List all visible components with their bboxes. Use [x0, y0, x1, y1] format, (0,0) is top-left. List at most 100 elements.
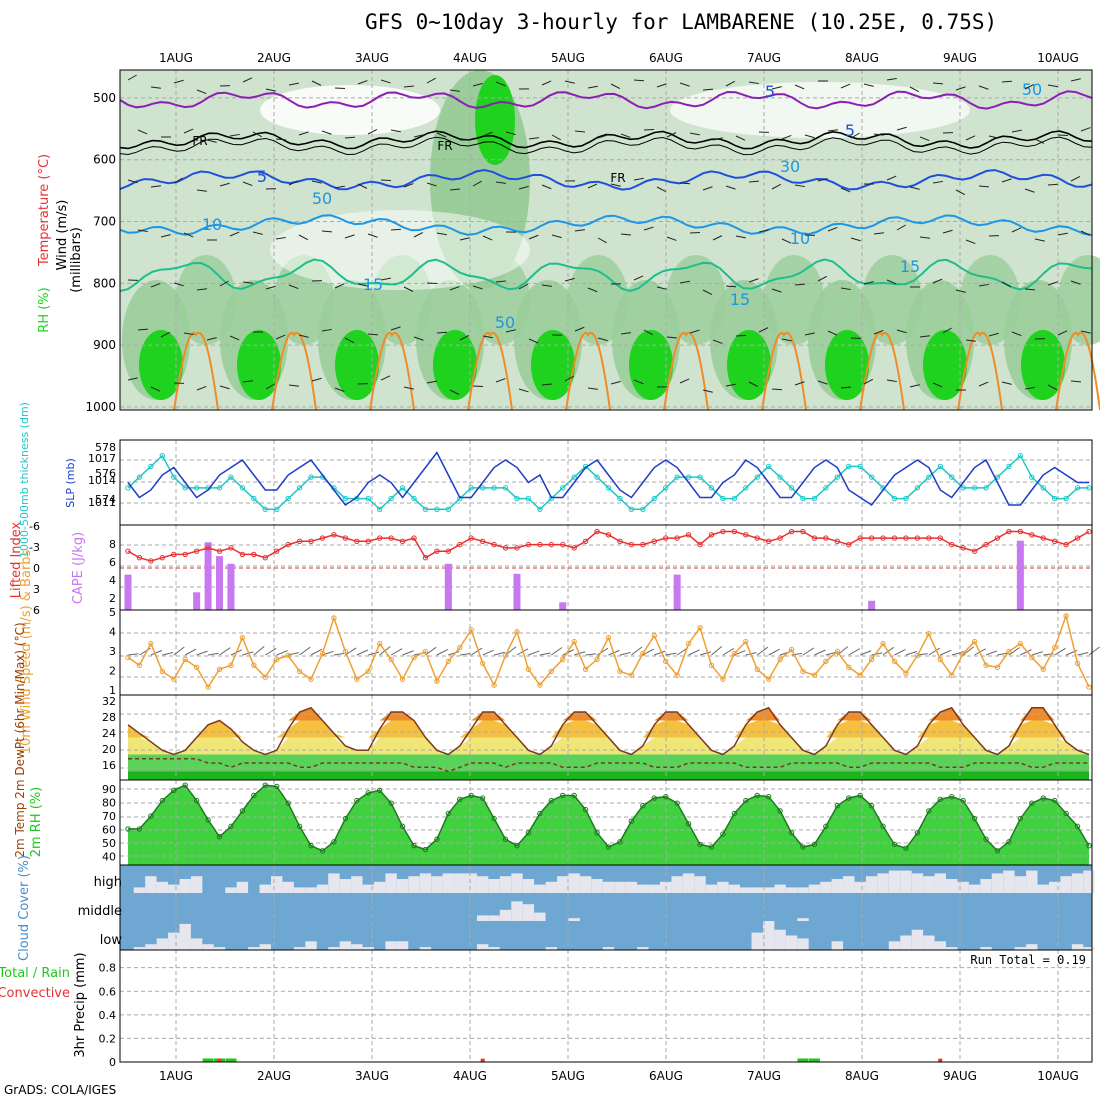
cape-bar	[444, 563, 452, 610]
cloud-bar-low	[339, 941, 352, 950]
contour-label: 15	[363, 275, 383, 294]
thickness-line-point	[399, 485, 406, 491]
thickness-line-point	[743, 485, 749, 491]
lifted-index-line-point	[411, 535, 417, 541]
wind-barb	[978, 283, 989, 287]
surface-wind-barb	[196, 650, 208, 656]
cloud-bar-middle	[488, 915, 500, 921]
cloud-bar-low	[190, 938, 203, 950]
wind-speed-line-point	[1040, 666, 1046, 673]
lifted-index-line-point	[193, 548, 200, 554]
lifted-index-line-point	[697, 541, 703, 548]
thickness-line-point	[148, 463, 154, 470]
cloud-bar-high	[179, 879, 191, 893]
thickness-line-point	[891, 495, 898, 502]
rh2m-line-point	[1017, 815, 1024, 822]
footer-credit: GrADS: COLA/IGES	[4, 1083, 117, 1097]
temperature-line	[127, 706, 1090, 756]
rh2m-line-point	[296, 823, 303, 830]
cloud-background	[120, 865, 1092, 950]
lifted-index-line-point	[617, 538, 623, 545]
wind-speed-line-point	[708, 662, 715, 669]
wind-barb	[459, 237, 470, 241]
lifted-index-line-point	[903, 535, 909, 541]
wind-speed-line-point	[525, 666, 532, 673]
slp-tick: 1014	[88, 474, 116, 487]
rh-tick: 40	[102, 851, 116, 864]
wind-barb	[725, 185, 736, 190]
wind-barb	[620, 233, 631, 236]
thickness-line-point	[171, 474, 177, 480]
cloud-bar-high	[465, 873, 477, 893]
rh2m-line-point	[388, 800, 394, 806]
wind-barb	[449, 389, 460, 395]
wind-speed-line-point	[594, 656, 600, 663]
surface-wind-barb	[665, 652, 677, 656]
cloud-bar-low	[1014, 947, 1027, 950]
cloud-bar-high	[442, 873, 455, 893]
thickness-line-point	[765, 463, 772, 470]
wind-barb	[955, 289, 966, 293]
wind-barb	[564, 80, 575, 84]
cloud-bar-high	[900, 870, 912, 893]
wind-barb	[252, 231, 263, 235]
wind-barb	[840, 83, 851, 89]
wind-barb	[344, 337, 355, 344]
cloud-bar-high	[1060, 876, 1072, 893]
wind-barb	[344, 136, 356, 139]
cloud-bar-high	[431, 876, 443, 893]
rh-high-region	[139, 330, 183, 400]
wind-barb	[482, 131, 493, 137]
surface-wind-barb	[562, 649, 574, 656]
lifted-index-line-point	[685, 532, 692, 538]
upper-air-ylabel-pressure: (millibars)	[69, 227, 84, 293]
lifted-index-line-point	[159, 554, 166, 561]
wind-barb	[482, 335, 493, 339]
surface-wind-barb	[756, 646, 769, 656]
thickness-line-point	[971, 485, 978, 491]
cloud-bar-high	[1026, 870, 1038, 893]
wind-barb	[909, 186, 920, 190]
lifted-index-line	[127, 530, 1090, 562]
thickness-line-point	[525, 495, 532, 502]
rh-tick: 50	[102, 837, 116, 850]
isotherm-20-peak	[271, 332, 317, 411]
wind-barb	[827, 226, 838, 232]
wind-tick: 5	[109, 606, 116, 619]
wind-barb	[196, 288, 207, 291]
wind-speed-line-point	[354, 676, 360, 682]
surface-wind-barb	[207, 652, 219, 656]
run-total-label: Run Total = 0.19	[970, 953, 1086, 967]
thickness-line-point	[479, 485, 486, 491]
thickness-line-point	[571, 474, 577, 480]
wind-barb	[932, 180, 943, 184]
wind-barb	[771, 86, 782, 90]
wind-barb	[311, 80, 322, 86]
rh2m-line-point	[376, 787, 383, 794]
surface-wind-barb	[654, 650, 666, 656]
wind-speed-line-point	[937, 656, 943, 663]
wind-barb	[689, 231, 701, 234]
lifted-index-line-point	[1006, 528, 1012, 535]
wind-barb	[817, 178, 828, 182]
wind-barb	[426, 282, 438, 285]
wind-barb	[321, 230, 333, 233]
wind-ylabel: 10m Wind Speed (m/s) & Barbs	[19, 549, 34, 754]
surface-wind-barb	[436, 648, 449, 656]
wind-barb	[252, 131, 263, 138]
lifted-index-line-point	[125, 548, 131, 554]
wind-barb	[942, 229, 953, 234]
wind-tick: 1	[109, 684, 116, 697]
wind-barb	[426, 182, 437, 187]
wind-speed-line-point	[388, 656, 394, 663]
wind-speed-line-point	[331, 615, 337, 621]
rh2m-line-point	[182, 782, 188, 788]
cloud-bar-low	[396, 941, 409, 950]
precip-legend-total: Total / Rain	[0, 966, 70, 981]
wind-barb	[702, 88, 714, 91]
cloud-bar-high	[225, 887, 237, 893]
cloud-bar-low	[293, 947, 306, 950]
wind-speed-line-point	[1086, 684, 1092, 690]
cloud-bar-high	[694, 876, 706, 893]
